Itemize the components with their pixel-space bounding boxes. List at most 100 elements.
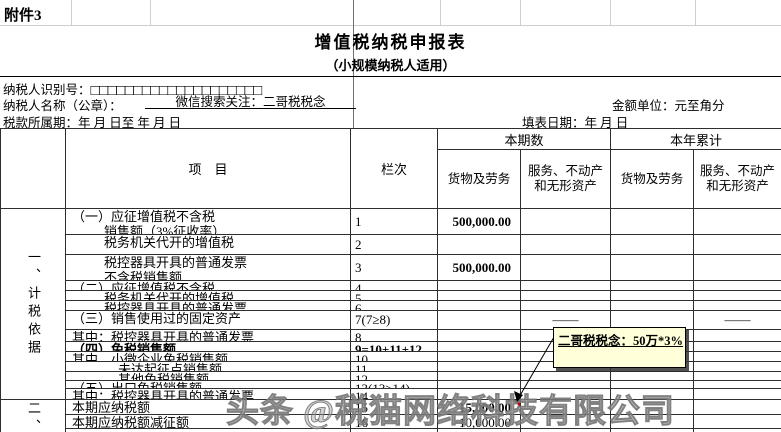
value-cell[interactable] [437,329,521,342]
row-label-text: 不含税销售额 [104,270,183,280]
taxpayer-id-boxes[interactable]: □□□□□□□□□□□□□□□□□□□□ [90,83,263,99]
value-cell[interactable] [610,371,695,381]
value-cell[interactable] [693,280,781,291]
value-cell[interactable] [519,371,612,381]
gridline [440,0,441,25]
gridline [610,0,611,25]
row-label-text: 销售额（3%征收率） [104,224,226,234]
value-cell[interactable] [610,208,695,235]
value-cell[interactable] [610,280,695,291]
row-label-text: 税务机关代开的增值税 [104,291,235,300]
row-label: （四）免税销售额 [65,341,351,352]
value-cell[interactable] [437,234,521,255]
value-cell[interactable] [610,234,695,255]
value-cell[interactable]: 15,000.00 [437,399,521,415]
value-cell[interactable] [519,254,612,281]
value-cell[interactable]: —— [519,310,612,330]
tax-period-value[interactable]: 年 月 日至 年 月 日 [78,116,182,130]
row-label: （三）销售使用过的固定资产 [65,310,351,330]
amount-unit-label: 金额单位：元至角分 [612,99,725,113]
column-no-cell: 9=10+11+12 [350,341,438,352]
value-cell[interactable] [519,234,612,255]
row-label: 其中：税控器具开具的普通发票 [65,329,351,342]
value-cell[interactable] [519,290,612,301]
header-item: 项 目 [65,128,351,209]
value-cell[interactable] [693,208,781,235]
value-cell[interactable] [610,300,695,311]
row-label-text: 税控器具开具的普通发票 [104,301,248,310]
header-current-period: 本期数 [436,128,612,150]
column-no-cell: 6 [350,300,438,311]
comment-box: 二哥税税念：50万*3% [553,327,686,368]
fill-date-value[interactable]: 年 月 日 [584,116,629,130]
value-cell[interactable] [693,414,781,429]
row-label-text: （一）应征增值税不含税 [72,209,216,225]
row-label-text: （三）销售使用过的固定资产 [72,311,242,327]
value-cell[interactable] [693,329,781,342]
row-label: 其他免税销售额 [65,371,351,381]
row-label: 未达起征点销售额 [65,361,351,372]
value-cell[interactable] [519,280,612,291]
gridline [150,0,151,25]
value-cell[interactable] [437,290,521,301]
row-label-text: 税控器具开具的普通发票 [104,255,248,271]
row-label-text: 其中：税控器具开具的普通发票 [72,330,255,341]
fill-date-row: 填表日期：年 月 日 [522,112,628,131]
taxpayer-id-row: 纳税人识别号：□□□□□□□□□□□□□□□□□□□□ [3,79,262,99]
table-row [1,428,781,432]
value-cell[interactable] [437,351,521,362]
value-cell[interactable] [693,254,781,281]
row-label-text: （二）应征增值税不含税 [72,281,216,290]
tax-period-label: 税款所属期： [3,116,79,130]
value-cell[interactable] [437,300,521,311]
value-cell[interactable]: —— [693,310,781,330]
header-goods-services: 货物及劳务 [610,149,695,209]
value-cell[interactable] [693,399,781,415]
gridline [695,0,696,25]
value-cell[interactable] [437,361,521,372]
form-subtitle: （小规模纳税人适用） [325,58,456,73]
value-cell[interactable] [693,234,781,255]
row-label: （一）应征增值税不含税 销售额（3%征收率） [65,208,351,235]
value-cell[interactable] [437,280,521,291]
value-cell[interactable] [693,371,781,381]
value-cell[interactable] [437,310,521,330]
column-no-cell: 1 [350,208,438,235]
row-label-text: 未达起征点销售额 [118,362,223,371]
section-label: 一、计税依据 [0,208,66,400]
value-cell[interactable] [519,428,612,432]
row-label-text: 其他免税销售额 [118,372,210,380]
taxpayer-name-field[interactable]: 微信搜索关注：二哥税税念 [145,91,356,109]
column-no-cell: 11 [350,361,438,372]
row-label: （二）应征增值税不含税 [65,280,351,291]
table-row: 一、计税依据 （一）应征增值税不含税 销售额（3%征收率） 1 500,000.00 [0,208,781,400]
value-cell[interactable]: 500,000.00 [437,208,521,235]
value-cell[interactable] [519,208,612,235]
value-cell[interactable] [610,254,695,281]
row-label: 税控器具开具的普通发票 [65,300,351,311]
value-cell[interactable] [693,428,781,432]
value-cell[interactable] [693,341,781,352]
value-cell[interactable] [693,351,781,362]
row-label-text: （五）出口免税销售额 [72,382,202,388]
comment-marker[interactable] [513,400,520,407]
header-column-no: 栏次 [350,128,438,209]
value-cell[interactable] [693,388,781,400]
value-cell[interactable] [693,361,781,372]
value-cell[interactable] [693,380,781,389]
value-cell[interactable] [693,300,781,311]
value-cell[interactable] [693,290,781,301]
value-cell[interactable] [437,341,521,352]
column-no-cell: 8 [350,329,438,342]
value-cell[interactable]: 500,000.00 [437,254,521,281]
row-label-text: 本期应纳税额 [72,400,151,414]
column-divider-line [353,0,354,128]
section-label: 二、 [0,399,66,432]
value-cell[interactable] [519,300,612,311]
value-cell[interactable] [610,290,695,301]
gridline [71,0,72,25]
tax-period-row: 税款所属期：年 月 日至 年 月 日 [3,112,181,131]
value-cell[interactable] [437,371,521,381]
attachment-label: 附件3 [4,8,42,24]
row-label-text: 其中：税控器具开具的普通发票 [72,389,255,399]
